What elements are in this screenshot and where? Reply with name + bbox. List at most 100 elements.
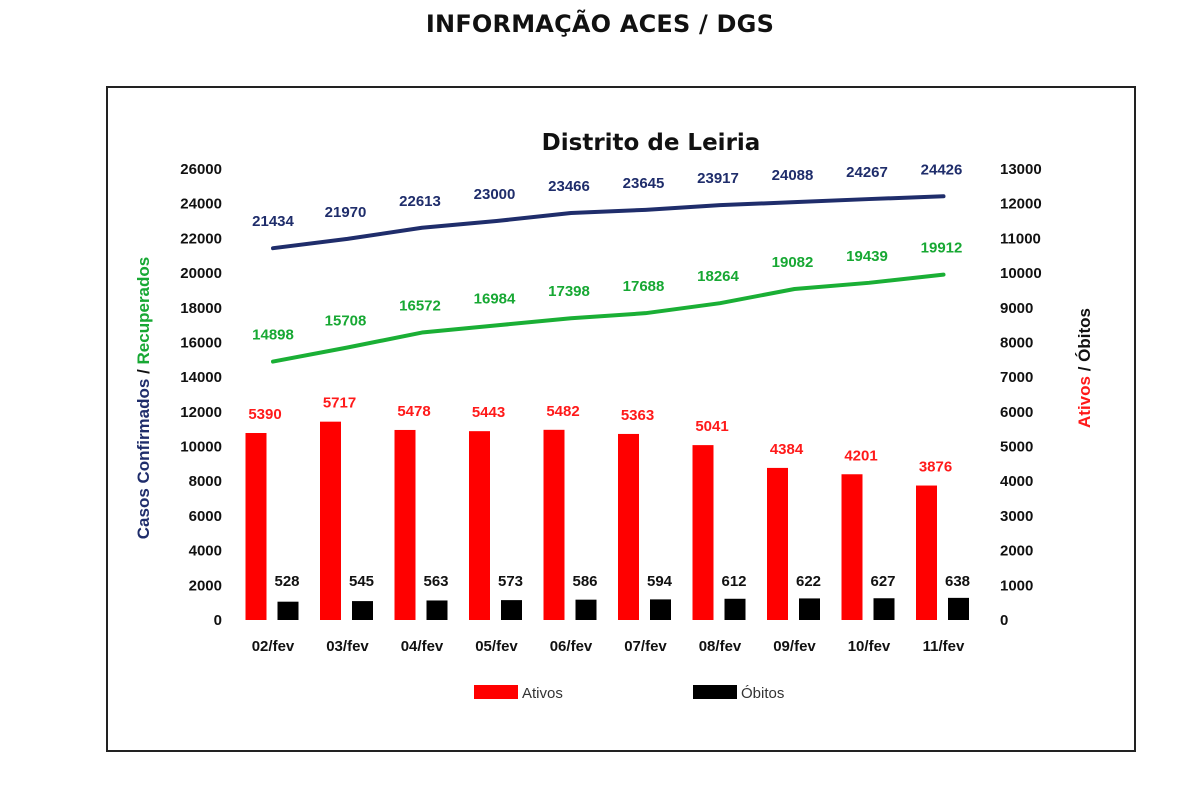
axis-title-part: Óbitos: [1075, 308, 1094, 362]
right-tick-label: 13000: [1000, 161, 1042, 178]
axis-title-part: /: [134, 364, 153, 378]
line-series: [271, 194, 946, 364]
right-axis-title: Ativos / Óbitos: [1075, 308, 1094, 428]
category-label: 10/fev: [848, 638, 891, 655]
data-label-obitos: 638: [945, 573, 970, 590]
bar-series: [245, 421, 969, 620]
right-tick-label: 12000: [1000, 196, 1042, 213]
line-casos-confirmados: [271, 194, 946, 251]
bar-ativos: [618, 433, 639, 620]
data-label-recuperados: 17688: [623, 278, 665, 295]
left-tick-label: 24000: [180, 196, 222, 213]
category-labels: 02/fev 03/fev 04/fev 05/fev 06/fev 07/fev 08/f…: [252, 638, 965, 655]
data-label-recuperados: 18264: [697, 268, 739, 285]
bar-ativos: [767, 467, 788, 620]
legend-label-obitos: Óbitos: [741, 685, 784, 702]
axis-title-part: Recuperados: [134, 257, 153, 365]
chart-frame: [106, 86, 1136, 752]
bar-obitos: [352, 601, 373, 620]
right-tick-label: 9000: [1000, 300, 1033, 317]
axis-title-part: /: [1075, 362, 1094, 376]
bar-ativos: [320, 421, 341, 620]
bar-obitos: [650, 599, 671, 620]
data-label-recuperados: 19082: [772, 254, 814, 271]
data-label-confirmados: 23000: [474, 186, 516, 203]
data-label-obitos: 586: [572, 573, 597, 590]
left-tick-label: 8000: [189, 473, 222, 490]
chart-title: Distrito de Leiria: [542, 130, 761, 156]
data-label-confirmados: 23466: [548, 178, 590, 195]
page-title: INFORMAÇÃO ACES / DGS: [425, 10, 775, 38]
category-label: 08/fev: [699, 638, 742, 655]
legend-label-ativos: Ativos: [522, 685, 563, 702]
left-tick-label: 18000: [180, 300, 222, 317]
data-label-recuperados: 15708: [325, 313, 367, 330]
data-label-confirmados: 22613: [399, 193, 441, 210]
left-tick-label: 10000: [180, 439, 222, 456]
axis-title-part: Casos Confirmados: [134, 379, 153, 540]
left-axis-ticks: 0 2000 4000 6000 8000 10000 12000 14000 16000 180…: [180, 161, 222, 629]
bar-ativos: [245, 433, 267, 620]
data-label-obitos: 528: [274, 573, 299, 590]
data-label-ativos: 5443: [472, 404, 505, 421]
left-tick-label: 26000: [180, 161, 222, 178]
data-label-ativos: 5478: [397, 403, 430, 420]
left-tick-label: 0: [214, 612, 222, 629]
data-label-confirmados: 21434: [252, 213, 294, 230]
right-tick-label: 8000: [1000, 334, 1033, 351]
bar-obitos: [575, 599, 597, 620]
bar-obitos: [724, 598, 746, 620]
bar-obitos: [799, 598, 820, 620]
left-axis-title: Casos Confirmados / Recuperados: [134, 257, 153, 539]
category-label: 03/fev: [326, 638, 369, 655]
bar-ativos: [394, 429, 416, 620]
data-label-ativos: 5482: [546, 403, 579, 420]
data-label-ativos: 5363: [621, 407, 654, 424]
category-label: 07/fev: [624, 638, 667, 655]
right-tick-label: 6000: [1000, 404, 1033, 421]
data-label-confirmados: 23645: [623, 175, 665, 192]
data-label-ativos: 4384: [770, 441, 804, 458]
data-label-recuperados: 17398: [548, 283, 590, 300]
category-label: 11/fev: [923, 638, 965, 655]
bar-obitos: [277, 601, 299, 620]
data-label-ativos: 5717: [323, 395, 356, 412]
category-label: 05/fev: [475, 638, 518, 655]
bar-obitos: [426, 600, 448, 620]
data-label-obitos: 612: [721, 573, 746, 590]
right-tick-label: 3000: [1000, 508, 1033, 525]
left-tick-label: 16000: [180, 334, 222, 351]
data-label-confirmados: 21970: [325, 204, 367, 221]
right-tick-label: 11000: [1000, 230, 1041, 247]
left-tick-label: 20000: [180, 265, 222, 282]
bar-obitos: [873, 598, 895, 620]
bar-ativos: [841, 474, 863, 620]
axis-title-part: Ativos: [1075, 376, 1094, 428]
data-label-ativos: 4201: [844, 447, 877, 464]
bar-ativos: [543, 429, 565, 620]
data-label-confirmados: 23917: [697, 170, 739, 187]
right-tick-label: 2000: [1000, 543, 1033, 560]
category-label: 02/fev: [252, 638, 295, 655]
data-label-ativos: 3876: [919, 459, 952, 476]
data-label-recuperados: 16984: [474, 290, 516, 307]
data-label-ativos: 5041: [695, 418, 728, 435]
data-label-ativos: 5390: [248, 406, 281, 423]
data-label-confirmados: 24088: [772, 167, 814, 184]
legend-swatch-ativos: [474, 685, 518, 699]
left-tick-label: 2000: [189, 577, 222, 594]
left-tick-label: 4000: [189, 543, 222, 560]
left-tick-label: 22000: [180, 230, 222, 247]
data-label-recuperados: 19439: [846, 248, 888, 265]
right-axis-ticks: 0 1000 2000 3000 4000 5000 6000 7000 8000 9000 100…: [1000, 161, 1042, 629]
bar-obitos: [501, 600, 522, 620]
right-tick-label: 0: [1000, 612, 1008, 629]
right-tick-label: 10000: [1000, 265, 1042, 282]
right-tick-label: 7000: [1000, 369, 1033, 386]
data-label-obitos: 622: [796, 573, 821, 590]
bar-obitos: [948, 597, 969, 620]
right-tick-label: 5000: [1000, 439, 1033, 456]
bar-ativos: [469, 431, 490, 620]
bar-ativos: [692, 445, 714, 620]
